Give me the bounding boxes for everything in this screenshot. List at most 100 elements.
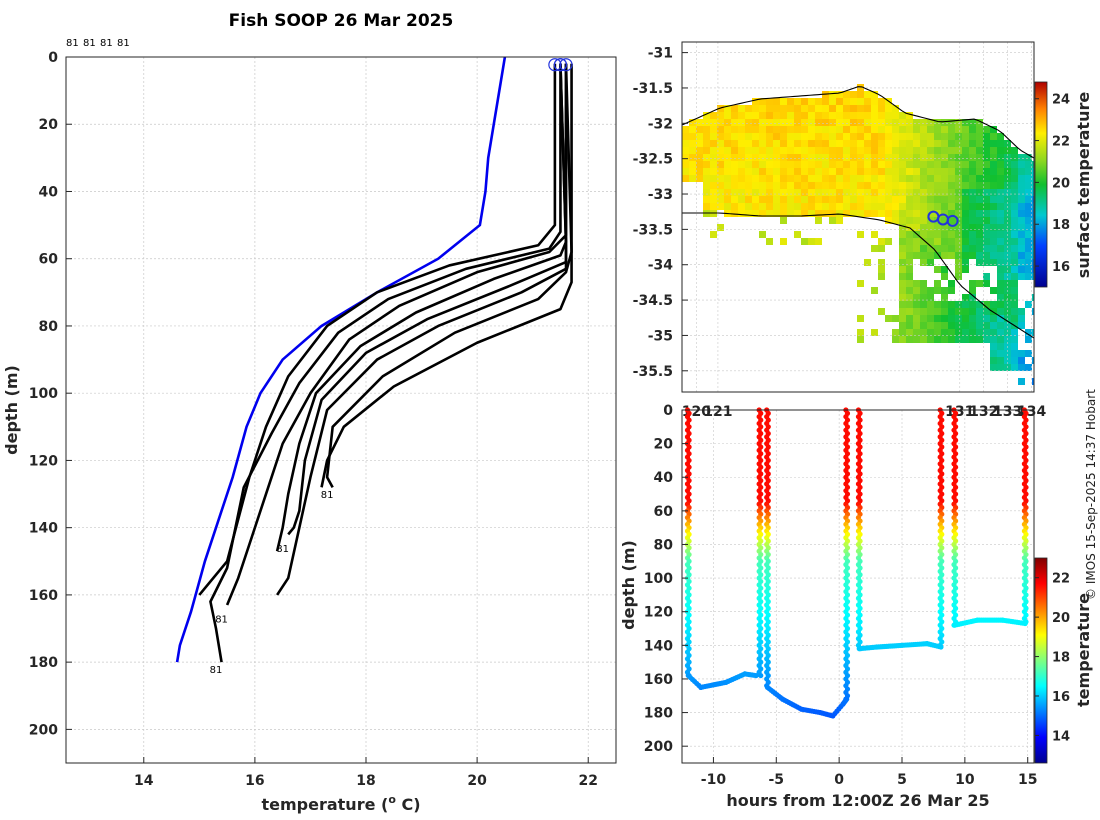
sst-cell bbox=[703, 168, 710, 175]
sst-cell bbox=[948, 336, 955, 343]
sst-cell bbox=[766, 112, 773, 119]
sst-cell bbox=[871, 133, 878, 140]
sst-cell bbox=[808, 210, 815, 217]
sst-cell bbox=[934, 161, 941, 168]
sst-cell bbox=[815, 112, 822, 119]
sst-cell bbox=[1025, 336, 1032, 343]
sst-cell bbox=[899, 224, 906, 231]
sst-cell bbox=[1025, 301, 1032, 308]
sst-cell bbox=[773, 175, 780, 182]
sst-cell bbox=[745, 203, 752, 210]
sst-cell bbox=[913, 287, 920, 294]
sst-cell bbox=[871, 105, 878, 112]
x-tick-label: 18 bbox=[356, 773, 375, 789]
sst-cell bbox=[990, 259, 997, 266]
sst-cell bbox=[948, 280, 955, 287]
sst-cell bbox=[906, 280, 913, 287]
sst-cell bbox=[962, 210, 969, 217]
sst-cell bbox=[1011, 343, 1018, 350]
sst-cell bbox=[941, 273, 948, 280]
sst-cell bbox=[836, 210, 843, 217]
sst-cell bbox=[794, 133, 801, 140]
sst-cell bbox=[983, 133, 990, 140]
sst-cell bbox=[759, 133, 766, 140]
sst-cell bbox=[990, 203, 997, 210]
sst-cell bbox=[885, 189, 892, 196]
profile-id-label: 81 bbox=[83, 38, 96, 49]
y-tick-label: -31.5 bbox=[633, 81, 673, 97]
sst-cell bbox=[983, 245, 990, 252]
sst-cell bbox=[787, 175, 794, 182]
sst-cell bbox=[871, 196, 878, 203]
sst-cell bbox=[899, 301, 906, 308]
sst-cell bbox=[801, 210, 808, 217]
sst-cell bbox=[885, 182, 892, 189]
sst-cell bbox=[1011, 294, 1018, 301]
sst-cell bbox=[906, 315, 913, 322]
sst-cell bbox=[815, 161, 822, 168]
sst-cell bbox=[976, 175, 983, 182]
sst-cell bbox=[759, 231, 766, 238]
sst-cell bbox=[696, 140, 703, 147]
sst-cell bbox=[934, 175, 941, 182]
sst-cell bbox=[990, 189, 997, 196]
sst-cell bbox=[703, 161, 710, 168]
sst-cell bbox=[899, 245, 906, 252]
sst-cell bbox=[955, 308, 962, 315]
sst-cell bbox=[1025, 259, 1032, 266]
y-tick-label: 180 bbox=[644, 706, 673, 722]
sst-cell bbox=[990, 245, 997, 252]
sst-cell bbox=[913, 308, 920, 315]
sst-cell bbox=[703, 112, 710, 119]
section-x-ticks: -10 -5 0 5 10 15 bbox=[701, 757, 1037, 788]
sst-cell bbox=[1011, 336, 1018, 343]
sst-cell bbox=[934, 203, 941, 210]
sst-cell bbox=[1011, 196, 1018, 203]
sst-cell bbox=[857, 147, 864, 154]
sst-cell bbox=[913, 119, 920, 126]
sst-cell bbox=[696, 154, 703, 161]
sst-cell bbox=[773, 182, 780, 189]
sst-cell bbox=[752, 154, 759, 161]
sst-cell bbox=[710, 182, 717, 189]
sst-cell bbox=[801, 140, 808, 147]
sst-cell bbox=[983, 315, 990, 322]
sst-cell bbox=[976, 189, 983, 196]
sst-cell bbox=[689, 175, 696, 182]
sst-cell bbox=[920, 308, 927, 315]
sst-cell bbox=[948, 245, 955, 252]
sst-cell bbox=[955, 168, 962, 175]
sst-cell bbox=[878, 161, 885, 168]
sst-cell bbox=[864, 203, 871, 210]
sst-cell bbox=[836, 168, 843, 175]
sst-cell bbox=[948, 238, 955, 245]
sst-cell bbox=[878, 210, 885, 217]
sst-cell bbox=[941, 154, 948, 161]
sst-cell bbox=[941, 266, 948, 273]
sst-cell bbox=[878, 266, 885, 273]
sst-cell bbox=[794, 112, 801, 119]
sst-cell bbox=[934, 322, 941, 329]
colorbar-tick-label: 24 bbox=[1052, 93, 1070, 108]
sst-cell bbox=[703, 147, 710, 154]
sst-cell bbox=[724, 161, 731, 168]
sst-cell bbox=[766, 238, 773, 245]
sst-cell bbox=[780, 210, 787, 217]
sst-cell bbox=[843, 175, 850, 182]
sst-cell bbox=[745, 140, 752, 147]
sst-cell bbox=[710, 161, 717, 168]
sst-cell bbox=[1032, 224, 1034, 231]
sst-cell bbox=[962, 196, 969, 203]
x-tick-label: 133 bbox=[993, 404, 1022, 420]
sst-cell bbox=[927, 238, 934, 245]
sst-cell bbox=[920, 133, 927, 140]
sst-cell bbox=[1004, 301, 1011, 308]
sst-cell bbox=[962, 322, 969, 329]
sst-cell bbox=[892, 329, 899, 336]
sst-cell bbox=[815, 140, 822, 147]
sst-cell bbox=[864, 189, 871, 196]
sst-cell bbox=[703, 119, 710, 126]
sst-cell bbox=[794, 203, 801, 210]
sst-cell bbox=[899, 154, 906, 161]
sst-cell bbox=[899, 329, 906, 336]
